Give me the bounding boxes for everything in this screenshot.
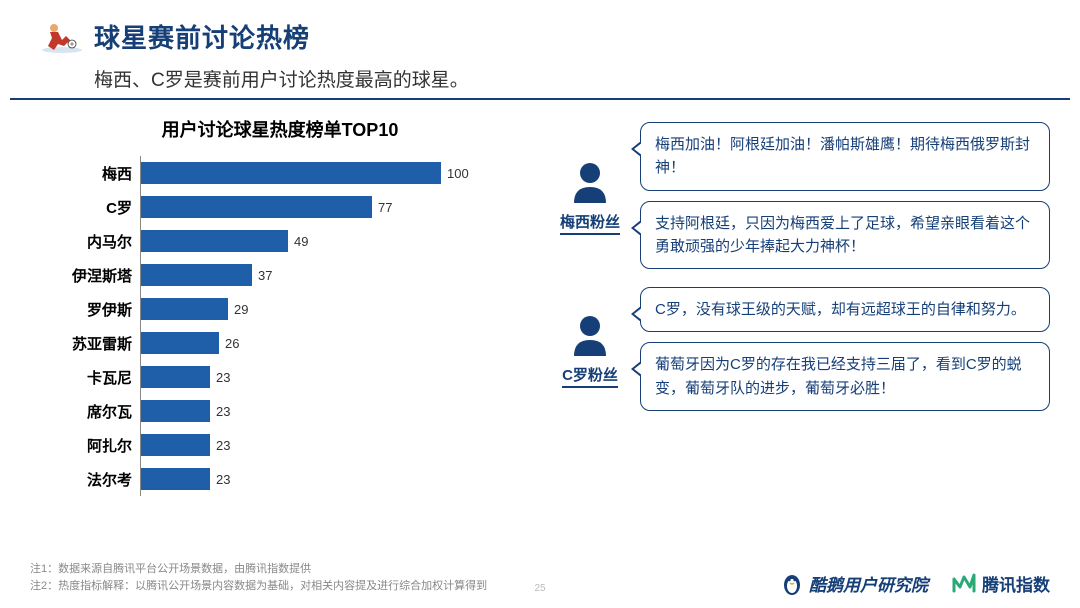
m-icon bbox=[952, 573, 976, 593]
fan-left: C罗粉丝 bbox=[550, 287, 630, 411]
title-row: 球星赛前讨论热榜 bbox=[40, 18, 1040, 55]
fan-block: 梅西粉丝梅西加油！阿根廷加油！潘帕斯雄鹰！期待梅西俄罗斯封神！ 支持阿根廷，只因为… bbox=[550, 122, 1050, 269]
chart-container: 用户讨论球星热度榜单TOP10 梅西C罗内马尔伊涅斯塔罗伊斯苏亚雷斯卡瓦尼席尔瓦… bbox=[30, 116, 530, 496]
speech-bubble: 葡萄牙因为C罗的存在我已经支持三届了，看到C罗的蜕变，葡萄牙队的进步，葡萄牙必胜… bbox=[640, 342, 1050, 411]
bubbles: 梅西加油！阿根廷加油！潘帕斯雄鹰！期待梅西俄罗斯封神！ 支持阿根廷，只因为梅西爱上… bbox=[640, 122, 1050, 269]
chart-label: 法尔考 bbox=[30, 462, 140, 496]
bar-chart: 梅西C罗内马尔伊涅斯塔罗伊斯苏亚雷斯卡瓦尼席尔瓦阿扎尔法尔考 100 77 49 37… bbox=[30, 156, 530, 496]
footnote-2: 注2：热度指标解释：以腾讯公开场景内容数据为基础，对相关内容提及进行综合加权计算… bbox=[30, 578, 487, 596]
fan-block: C罗粉丝 C罗，没有球王级的天赋，却有远超球王的自律和努力。葡萄牙因为C罗的存在我… bbox=[550, 287, 1050, 411]
penguin-icon bbox=[781, 570, 803, 596]
chart-bar-row: 23 bbox=[141, 394, 530, 428]
chart-value: 23 bbox=[216, 438, 230, 453]
chart-label: C罗 bbox=[30, 190, 140, 224]
header: 球星赛前讨论热榜 梅西、C罗是赛前用户讨论热度最高的球星。 bbox=[10, 0, 1070, 100]
chart-bars-column: 100 77 49 37 29 26 23 23 23 23 bbox=[140, 156, 530, 496]
footer: 注1：数据来源自腾讯平台公开场景数据，由腾讯指数提供 注2：热度指标解释：以腾讯… bbox=[0, 561, 1080, 596]
chart-bar bbox=[141, 230, 288, 252]
chart-value: 23 bbox=[216, 370, 230, 385]
chart-label: 梅西 bbox=[30, 156, 140, 190]
chart-title: 用户讨论球星热度榜单TOP10 bbox=[30, 116, 530, 142]
chart-labels-column: 梅西C罗内马尔伊涅斯塔罗伊斯苏亚雷斯卡瓦尼席尔瓦阿扎尔法尔考 bbox=[30, 156, 140, 496]
chart-value: 23 bbox=[216, 472, 230, 487]
chart-label: 阿扎尔 bbox=[30, 428, 140, 462]
chart-value: 37 bbox=[258, 268, 272, 283]
chart-bar-row: 23 bbox=[141, 360, 530, 394]
chart-label: 伊涅斯塔 bbox=[30, 258, 140, 292]
chart-bar bbox=[141, 434, 210, 456]
chart-bar bbox=[141, 196, 372, 218]
chart-bar-row: 29 bbox=[141, 292, 530, 326]
chart-value: 77 bbox=[378, 200, 392, 215]
page-title: 球星赛前讨论热榜 bbox=[94, 18, 310, 55]
chart-bar-row: 77 bbox=[141, 190, 530, 224]
speech-bubble: C罗，没有球王级的天赋，却有远超球王的自律和努力。 bbox=[640, 287, 1050, 332]
chart-bar bbox=[141, 366, 210, 388]
logo-tencent-index: 腾讯指数 bbox=[952, 571, 1050, 596]
chart-bar-row: 49 bbox=[141, 224, 530, 258]
chart-bar-row: 37 bbox=[141, 258, 530, 292]
chart-bar-row: 26 bbox=[141, 326, 530, 360]
logo-kue-text: 酷鹅用户研究院 bbox=[809, 571, 928, 596]
fan-comments: 梅西粉丝梅西加油！阿根廷加油！潘帕斯雄鹰！期待梅西俄罗斯封神！ 支持阿根廷，只因为… bbox=[550, 116, 1050, 496]
avatar-icon bbox=[566, 157, 614, 205]
chart-bar bbox=[141, 298, 228, 320]
chart-bar-row: 23 bbox=[141, 462, 530, 496]
chart-value: 49 bbox=[294, 234, 308, 249]
bubbles: C罗，没有球王级的天赋，却有远超球王的自律和努力。葡萄牙因为C罗的存在我已经支持… bbox=[640, 287, 1050, 411]
logo-tencent-text: 腾讯指数 bbox=[982, 571, 1050, 596]
footnote-1: 注1：数据来源自腾讯平台公开场景数据，由腾讯指数提供 bbox=[30, 561, 487, 579]
chart-bar-row: 100 bbox=[141, 156, 530, 190]
chart-bar bbox=[141, 264, 252, 286]
content: 用户讨论球星热度榜单TOP10 梅西C罗内马尔伊涅斯塔罗伊斯苏亚雷斯卡瓦尼席尔瓦… bbox=[0, 100, 1080, 496]
chart-label: 卡瓦尼 bbox=[30, 360, 140, 394]
logos: 酷鹅用户研究院 腾讯指数 bbox=[781, 570, 1050, 596]
page-subtitle: 梅西、C罗是赛前用户讨论热度最高的球星。 bbox=[94, 65, 1040, 92]
chart-value: 26 bbox=[225, 336, 239, 351]
chart-value: 100 bbox=[447, 166, 469, 181]
page-number: 25 bbox=[534, 583, 545, 594]
chart-bar-row: 23 bbox=[141, 428, 530, 462]
soccer-player-icon bbox=[40, 20, 84, 54]
avatar-icon bbox=[566, 310, 614, 358]
fan-name: C罗粉丝 bbox=[562, 364, 618, 388]
chart-label: 苏亚雷斯 bbox=[30, 326, 140, 360]
chart-bar bbox=[141, 400, 210, 422]
speech-bubble: 支持阿根廷，只因为梅西爱上了足球，希望亲眼看着这个勇敢顽强的少年捧起大力神杯！ bbox=[640, 201, 1050, 270]
chart-bar bbox=[141, 468, 210, 490]
chart-value: 29 bbox=[234, 302, 248, 317]
fan-left: 梅西粉丝 bbox=[550, 122, 630, 269]
chart-bar bbox=[141, 332, 219, 354]
chart-label: 席尔瓦 bbox=[30, 394, 140, 428]
chart-value: 23 bbox=[216, 404, 230, 419]
chart-label: 内马尔 bbox=[30, 224, 140, 258]
chart-bar bbox=[141, 162, 441, 184]
chart-label: 罗伊斯 bbox=[30, 292, 140, 326]
fan-name: 梅西粉丝 bbox=[560, 211, 620, 235]
footnotes: 注1：数据来源自腾讯平台公开场景数据，由腾讯指数提供 注2：热度指标解释：以腾讯… bbox=[30, 561, 487, 596]
speech-bubble: 梅西加油！阿根廷加油！潘帕斯雄鹰！期待梅西俄罗斯封神！ bbox=[640, 122, 1050, 191]
logo-kue: 酷鹅用户研究院 bbox=[781, 570, 928, 596]
